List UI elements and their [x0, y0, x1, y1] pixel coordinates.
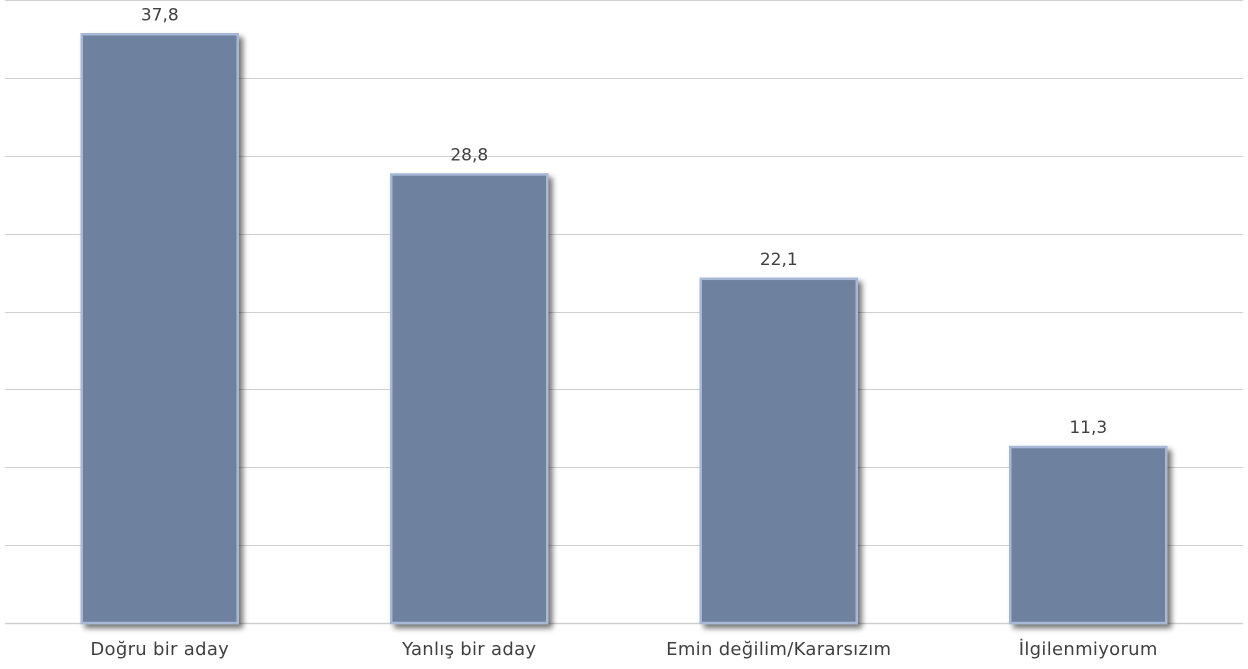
bar-1	[82, 34, 238, 623]
data-labels: 37,8 28,8 22,1 11,3	[141, 5, 1107, 438]
bar-2	[391, 174, 547, 623]
data-label-1: 37,8	[141, 5, 179, 25]
category-label-2: Yanlış bir aday	[401, 639, 536, 660]
bars	[82, 34, 1167, 623]
category-label-4: İlgilenmiyorum	[1019, 639, 1158, 660]
bar-3	[701, 279, 857, 623]
category-labels: Doğru bir aday Yanlış bir aday Emin değili…	[90, 639, 1157, 660]
category-label-1: Doğru bir aday	[90, 639, 229, 660]
data-label-3: 22,1	[760, 250, 798, 270]
bar-4	[1010, 447, 1166, 623]
data-label-4: 11,3	[1069, 418, 1107, 438]
data-label-2: 28,8	[450, 145, 488, 165]
category-label-3: Emin değilim/Kararsızım	[666, 639, 891, 660]
